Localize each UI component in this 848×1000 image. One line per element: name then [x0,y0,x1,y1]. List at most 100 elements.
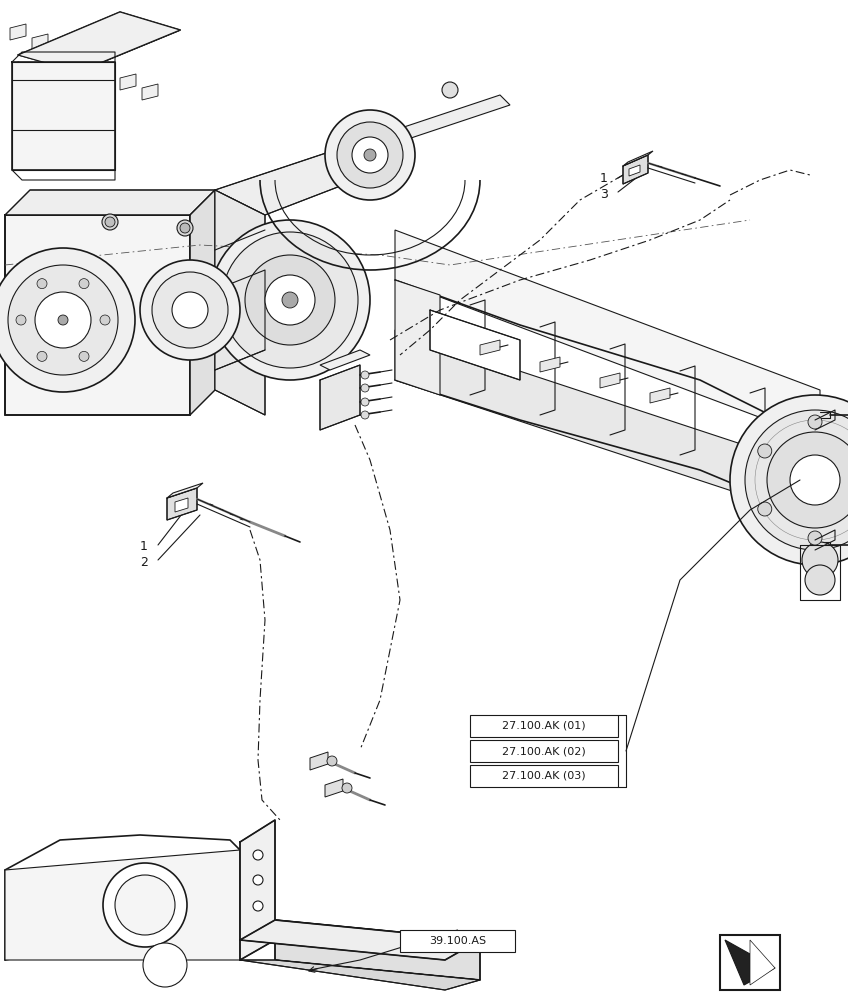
Circle shape [442,82,458,98]
Polygon shape [167,483,203,498]
Polygon shape [629,165,640,176]
Circle shape [253,875,263,885]
FancyBboxPatch shape [400,930,515,952]
Circle shape [758,444,772,458]
Circle shape [361,371,369,379]
Polygon shape [190,190,215,415]
Circle shape [180,223,190,233]
Polygon shape [320,350,370,370]
Polygon shape [725,940,775,985]
Circle shape [172,292,208,328]
Circle shape [105,217,115,227]
Polygon shape [5,190,215,215]
Text: 2: 2 [140,556,148,570]
Circle shape [103,863,187,947]
Circle shape [37,351,47,361]
Circle shape [325,110,415,200]
Polygon shape [76,54,92,70]
Circle shape [210,220,370,380]
Circle shape [143,943,187,987]
Polygon shape [750,940,775,985]
Polygon shape [175,498,188,512]
Polygon shape [325,779,343,797]
Circle shape [0,248,135,392]
FancyBboxPatch shape [470,740,618,762]
Polygon shape [240,920,480,960]
Polygon shape [395,330,820,520]
Circle shape [79,351,89,361]
FancyBboxPatch shape [470,765,618,787]
Polygon shape [120,74,136,90]
Circle shape [808,531,822,545]
Circle shape [177,220,193,236]
Circle shape [16,315,26,325]
Circle shape [8,265,118,375]
Circle shape [790,455,840,505]
Polygon shape [215,190,265,415]
Circle shape [327,756,337,766]
Polygon shape [12,62,115,170]
Polygon shape [600,373,620,388]
Circle shape [245,255,335,345]
Circle shape [337,122,403,188]
Polygon shape [5,850,240,960]
Circle shape [35,292,91,348]
Text: 3: 3 [600,188,608,200]
Polygon shape [395,280,440,395]
Circle shape [361,384,369,392]
Polygon shape [350,95,510,155]
Polygon shape [54,44,70,60]
Circle shape [342,783,352,793]
Circle shape [100,315,110,325]
Polygon shape [215,145,395,215]
Text: 27.100.AK (02): 27.100.AK (02) [502,746,586,756]
Circle shape [758,502,772,516]
Circle shape [253,901,263,911]
Circle shape [352,137,388,173]
Circle shape [58,315,68,325]
Polygon shape [480,340,500,355]
Polygon shape [240,960,480,990]
Text: 27.100.AK (03): 27.100.AK (03) [502,771,586,781]
Text: 1: 1 [140,540,148,552]
FancyBboxPatch shape [470,715,618,737]
Circle shape [115,875,175,935]
Circle shape [140,260,240,360]
Bar [720,935,780,990]
Circle shape [37,279,47,289]
Polygon shape [5,215,190,415]
Polygon shape [10,24,26,40]
Circle shape [805,565,835,595]
Polygon shape [430,310,520,380]
Polygon shape [623,151,653,166]
Polygon shape [98,64,114,80]
Polygon shape [650,388,670,403]
Polygon shape [18,12,180,72]
Polygon shape [395,230,820,440]
Polygon shape [623,155,648,184]
Polygon shape [142,84,158,100]
Circle shape [767,432,848,528]
Polygon shape [32,34,48,50]
Circle shape [282,292,298,308]
Circle shape [730,395,848,565]
Polygon shape [350,145,360,195]
Text: 27.100.AK (01): 27.100.AK (01) [502,721,586,731]
Circle shape [364,149,376,161]
Polygon shape [167,488,197,520]
Circle shape [222,232,358,368]
Circle shape [152,272,228,348]
Circle shape [265,275,315,325]
Circle shape [802,542,838,578]
Polygon shape [320,365,360,430]
Text: 39.100.AS: 39.100.AS [429,936,486,946]
Circle shape [253,850,263,860]
Polygon shape [275,920,480,980]
Polygon shape [540,357,560,372]
Polygon shape [240,820,275,960]
Polygon shape [310,752,328,770]
Text: 1: 1 [600,172,608,184]
Circle shape [745,410,848,550]
Circle shape [361,411,369,419]
Circle shape [808,415,822,429]
